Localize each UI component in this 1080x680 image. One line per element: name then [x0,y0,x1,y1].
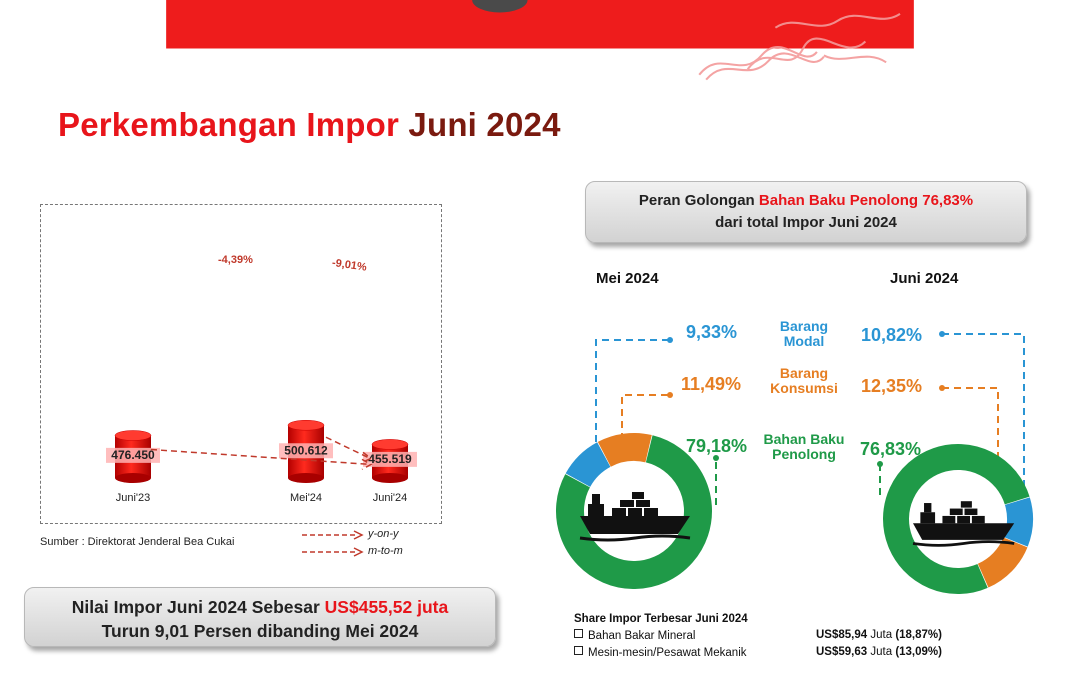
role-highlight: Bahan Baku Penolong 76,83% [758,192,974,209]
donut-mei [556,433,712,589]
share-item: Mesin-mesin/Pesawat Mekanik [574,646,747,659]
share-item: Bahan Bakar Mineral [574,629,695,642]
category-label: Mei'24 [290,492,322,504]
ship-icon [912,501,1015,547]
mtm-arrow [325,436,371,460]
page-number: 28 [1052,30,1064,41]
legend-arrows [302,530,364,557]
mei-konsumsi-pct: 11,49% [681,374,742,394]
summary-line2: Turun 9,01 Persen dibanding Mei 2024 [101,621,419,641]
checkbox-bullet-icon [574,646,583,655]
chart-frame [40,204,442,524]
mtm-change-label: -9,01% [331,257,367,274]
title-part-2: Juni 2024 [408,106,561,143]
category-label: Juni'23 [116,492,151,504]
donut-slice-konsumsi [597,433,652,467]
donut-juni [883,444,1033,594]
source-note: Sumber : Direktorat Jenderal Bea Cukai [40,536,235,548]
role-line1-prefix: Peran Golongan [638,192,755,209]
juni-modal-pct: 10,82% [861,325,923,345]
donut-slice-penolong [556,435,712,589]
share-value: US$59,63 Juta (13,09%) [816,646,942,658]
legend-mtm: m-to-m [368,545,403,557]
role-line2: dari total Impor Juni 2024 [715,214,897,231]
summary-value: US$455,52 juta [324,597,449,617]
bar-1: 500.612 Mei'24 [279,419,333,504]
bar-value-label: 476.450 [111,448,155,462]
donut-slice-penolong [883,444,1030,594]
donut-label-mei: Mei 2024 [596,270,659,287]
summary-box: Nilai Impor Juni 2024 Sebesar US$455,52 … [24,587,496,647]
legend-yoy: y-on-y [368,528,399,540]
donut-charts [556,331,1033,594]
tab-circle-decoration [472,0,528,13]
yoy-arrow [150,448,371,466]
donut-slice-konsumsi [977,536,1028,588]
import-bar-chart: 476.450 Juni'23 500.612 Mei'24 455.519 Juni'2… [106,254,417,504]
juni-penolong-pct: 76,83% [860,439,922,459]
role-box: Peran Golongan Bahan Baku Penolong 76,83… [585,181,1027,243]
category-penolong: Bahan Baku Penolong [763,431,845,462]
bar-value-label: 500.612 [284,443,328,457]
donut-slice-modal [565,442,611,488]
category-label: Juni'24 [373,492,408,504]
share-value: US$85,94 Juta (18,87%) [816,629,942,641]
bar-value-label: 455.519 [368,452,412,466]
juni-konsumsi-pct: 12,35% [861,376,923,396]
donut-slice-modal [1003,497,1033,547]
ship-icon [579,492,691,542]
wave-decoration [698,12,901,81]
page-title: Perkembangan Impor Juni 2024 [58,106,561,144]
summary-line1-prefix: Nilai Impor Juni 2024 Sebesar [71,597,320,617]
share-title: Share Impor Terbesar Juni 2024 [574,613,748,625]
category-konsumsi: Barang Konsumsi [770,365,838,396]
category-modal: Barang Modal [779,318,829,349]
donut-label-juni: Juni 2024 [890,270,959,287]
bar-0: 476.450 Juni'23 [106,430,160,504]
bar-2: 455.519 Juni'24 [363,439,417,504]
header-banner [166,0,914,81]
mei-penolong-pct: 79,18% [686,436,748,456]
yoy-change-label: -4,39% [218,254,253,266]
title-part-1: Perkembangan Impor [58,106,400,143]
mei-modal-pct: 9,33% [686,322,738,342]
checkbox-bullet-icon [574,629,583,638]
